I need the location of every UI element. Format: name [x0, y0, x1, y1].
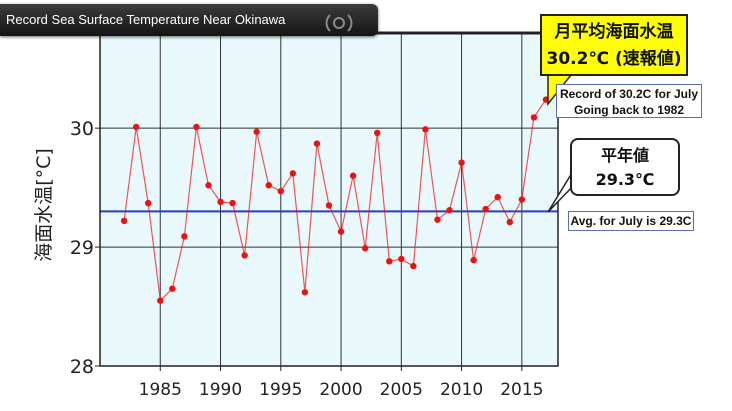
record-callout-jp-line2: 30.2℃ (速報値)	[546, 49, 682, 69]
data-point	[132, 123, 140, 131]
weather-logo-icon	[325, 14, 353, 32]
data-point	[518, 196, 526, 203]
x-axis-ticks: 1985 1990 1995 2000 2005 2010 2015	[139, 366, 543, 400]
data-point	[253, 128, 260, 135]
data-point	[325, 202, 333, 209]
normal-callout-jp-line2: 29.3℃	[595, 170, 655, 189]
record-callout-jp: 月平均海面水温 30.2℃ (速報値)	[540, 14, 688, 76]
data-point	[157, 297, 164, 304]
data-point	[398, 255, 405, 263]
x-tick-label: 2005	[380, 380, 423, 400]
data-point	[458, 159, 465, 166]
data-point	[193, 123, 200, 131]
data-point	[169, 285, 176, 292]
data-point	[422, 126, 429, 133]
title-bar: Record Sea Surface Temperature Near Okin…	[0, 4, 378, 36]
x-tick-label: 2015	[500, 380, 543, 400]
data-point	[217, 198, 224, 206]
y-axis-label: 海面水温[°C]	[33, 148, 55, 262]
data-point	[313, 140, 321, 147]
data-point	[434, 216, 441, 223]
data-point	[205, 182, 212, 189]
data-point	[181, 233, 188, 240]
x-tick-label: 2010	[440, 380, 483, 400]
record-note-line2: Going back to 1982	[573, 103, 685, 117]
data-point	[277, 187, 284, 195]
data-point	[374, 129, 381, 137]
data-point	[361, 245, 369, 252]
plot-area	[100, 33, 558, 366]
record-note-line1: Record of 30.2C for July	[559, 87, 699, 101]
record-callout-jp-line1: 月平均海面水温	[554, 22, 674, 42]
data-point	[530, 114, 538, 121]
normal-callout-jp: 平年値 29.3℃	[570, 138, 680, 196]
data-point	[482, 205, 489, 213]
data-point	[386, 258, 393, 265]
record-note: Record of 30.2C for July Going back to 1…	[556, 84, 702, 118]
average-note-text: Avg. for July is 29.3C	[570, 214, 692, 228]
data-point	[349, 172, 357, 179]
data-point	[506, 218, 513, 226]
x-tick-label: 1985	[139, 380, 182, 400]
data-point	[289, 170, 297, 177]
page-title: Record Sea Surface Temperature Near Okin…	[6, 12, 286, 27]
series-line	[123, 99, 547, 302]
y-tick-label: 30	[70, 118, 94, 140]
data-point	[120, 217, 128, 225]
x-tick-label: 1990	[199, 380, 242, 400]
data-point	[337, 228, 345, 235]
x-tick-label: 1995	[259, 380, 302, 400]
y-axis-ticks: 28 29 30	[70, 118, 100, 378]
average-note: Avg. for July is 29.3C	[568, 211, 694, 231]
data-point	[410, 262, 417, 270]
data-point	[494, 193, 501, 201]
data-point	[241, 252, 248, 259]
data-point	[301, 289, 309, 296]
data-point	[229, 199, 236, 207]
normal-callout-jp-line1: 平年値	[600, 146, 649, 165]
data-point	[145, 199, 152, 207]
data-point	[470, 256, 477, 264]
data-point	[265, 182, 272, 189]
data-point	[446, 207, 453, 214]
data-points	[120, 96, 550, 304]
x-tick-label: 2000	[319, 380, 362, 400]
y-tick-label: 28	[70, 356, 94, 378]
y-tick-label: 29	[70, 237, 94, 259]
